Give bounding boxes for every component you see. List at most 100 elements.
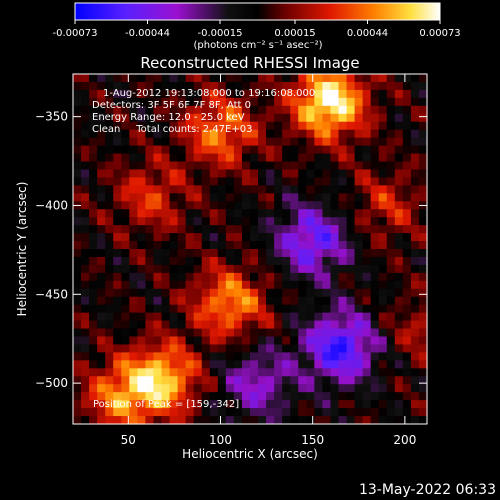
heatmap-cell: [233, 256, 243, 266]
heatmap-cell: [306, 288, 315, 298]
heatmap-cell: [169, 392, 179, 401]
heatmap-cell: [209, 209, 219, 218]
heatmap-cell: [386, 408, 396, 417]
heatmap-cell: [410, 304, 420, 314]
heatmap-cell: [145, 209, 155, 218]
heatmap-cell: [306, 121, 315, 131]
heatmap-cell: [418, 304, 428, 314]
heatmap-cell: [81, 74, 90, 83]
heatmap-cell: [290, 264, 299, 274]
heatmap-cell: [290, 280, 299, 290]
heatmap-cell: [233, 225, 243, 234]
heatmap-cell: [306, 97, 315, 107]
heatmap-cell: [137, 352, 147, 361]
heatmap-cell: [346, 105, 356, 115]
heatmap-cell: [378, 312, 388, 322]
heatmap-cell: [217, 137, 227, 147]
heatmap-cell: [97, 328, 106, 338]
heatmap-cell: [129, 225, 138, 234]
heatmap-cell: [81, 352, 90, 361]
heatmap-cell: [169, 256, 179, 266]
heatmap-cell: [153, 209, 163, 218]
x-tick-label: 100: [209, 433, 232, 447]
heatmap-cell: [145, 105, 155, 115]
heatmap-cell: [177, 177, 187, 186]
heatmap-cell: [153, 145, 163, 155]
heatmap-cell: [314, 161, 324, 171]
heatmap-cell: [225, 249, 235, 258]
heatmap-cell: [282, 264, 291, 274]
heatmap-cell: [89, 121, 98, 131]
heatmap-cell: [394, 288, 404, 298]
heatmap-cell: [362, 288, 372, 298]
heatmap-cell: [177, 89, 187, 99]
heatmap-cell: [177, 256, 187, 266]
heatmap-cell: [322, 249, 332, 258]
heatmap-cell: [201, 360, 211, 369]
heatmap-cell: [386, 89, 396, 99]
heatmap-cell: [97, 209, 106, 218]
heatmap-cell: [217, 328, 227, 338]
heatmap-cell: [378, 264, 388, 274]
heatmap-cell: [298, 296, 307, 306]
heatmap-cell: [378, 400, 388, 409]
heatmap-cell: [258, 328, 267, 338]
heatmap-cell: [153, 121, 163, 131]
heatmap-cell: [233, 217, 243, 226]
heatmap-cell: [370, 249, 380, 258]
heatmap-cell: [225, 368, 235, 377]
heatmap-cell: [362, 74, 372, 83]
heatmap-cell: [201, 304, 211, 314]
heatmap-cell: [298, 256, 307, 266]
heatmap-cell: [185, 193, 195, 202]
heatmap-cell: [177, 161, 187, 171]
heatmap-cell: [89, 137, 98, 147]
heatmap-cell: [121, 113, 130, 123]
heatmap-cell: [105, 392, 114, 401]
heatmap-cell: [161, 74, 171, 83]
heatmap-cell: [258, 217, 267, 226]
heatmap-cell: [185, 169, 195, 178]
heatmap-cell: [418, 185, 428, 194]
heatmap-cell: [105, 352, 114, 361]
heatmap-cell: [402, 161, 412, 171]
heatmap-cell: [258, 392, 267, 401]
heatmap-cell: [362, 368, 372, 377]
heatmap-cell: [290, 304, 299, 314]
heatmap-cell: [241, 225, 251, 234]
heatmap-cell: [306, 256, 315, 266]
heatmap-cell: [306, 153, 315, 163]
heatmap-cell: [370, 97, 380, 107]
heatmap-cell: [306, 280, 315, 290]
heatmap-cell: [169, 177, 179, 186]
heatmap-cell: [290, 288, 299, 298]
heatmap-cell: [193, 296, 203, 306]
heatmap-cell: [386, 328, 396, 338]
heatmap-cell: [314, 233, 324, 242]
heatmap-cell: [250, 392, 259, 401]
heatmap-cell: [121, 249, 130, 258]
heatmap-cell: [346, 193, 356, 202]
heatmap-cell: [89, 161, 98, 171]
heatmap-cell: [169, 81, 179, 91]
heatmap-cell: [113, 360, 122, 369]
heatmap-cell: [73, 161, 82, 171]
heatmap-cell: [81, 217, 90, 226]
heatmap-cell: [121, 233, 130, 242]
heatmap-cell: [402, 320, 412, 330]
heatmap-cell: [225, 256, 235, 266]
heatmap-cell: [241, 193, 251, 202]
heatmap-cell: [378, 89, 388, 99]
heatmap-cell: [274, 121, 283, 131]
heatmap-cell: [306, 145, 315, 155]
heatmap-cell: [121, 264, 130, 274]
heatmap-cell: [250, 113, 259, 123]
heatmap-cell: [266, 161, 275, 171]
heatmap-cell: [290, 217, 299, 226]
heatmap-cell: [129, 336, 138, 346]
heatmap-cell: [145, 89, 155, 99]
heatmap-cell: [266, 185, 275, 194]
heatmap-cell: [161, 177, 171, 186]
heatmap-cell: [346, 312, 356, 322]
heatmap-cell: [97, 249, 106, 258]
